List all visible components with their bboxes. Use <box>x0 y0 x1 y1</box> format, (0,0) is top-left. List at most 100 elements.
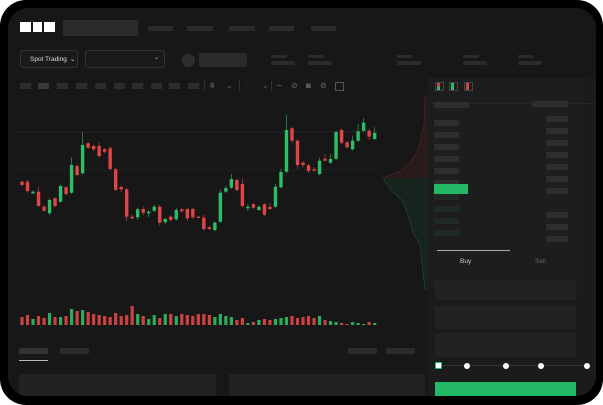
chevron-down-icon: ⌄ <box>153 55 159 61</box>
ask-price-row[interactable] <box>434 168 459 174</box>
candle <box>130 216 134 219</box>
candle <box>108 148 112 169</box>
ruler-icon[interactable]: ⊘ <box>291 81 298 90</box>
bid-price-row[interactable] <box>434 194 459 200</box>
stat-value <box>463 61 487 65</box>
slider-stop[interactable] <box>584 363 590 369</box>
order-amount-row[interactable] <box>546 164 568 170</box>
orderbook-bids-icon[interactable] <box>449 82 458 91</box>
okx-logo[interactable] <box>20 22 55 32</box>
volume-bar <box>268 320 272 325</box>
tab-buy[interactable]: Buy <box>460 258 472 265</box>
volume-bar <box>86 312 90 325</box>
candle <box>284 130 289 172</box>
bid-price-row[interactable] <box>434 218 459 224</box>
volume-bar <box>202 314 206 325</box>
candlestick-chart[interactable] <box>8 8 428 338</box>
volume-bar <box>141 316 145 325</box>
candle <box>174 210 178 220</box>
interval-button-active[interactable] <box>38 83 49 89</box>
order-amount-row[interactable] <box>546 224 568 230</box>
indicator-icon[interactable]: ⫶ <box>245 81 247 90</box>
volume-bar <box>58 317 63 325</box>
interval-button[interactable] <box>151 83 162 89</box>
interval-button[interactable] <box>57 83 68 89</box>
slider-stop[interactable] <box>503 363 509 369</box>
chevron-down-icon: ⌄ <box>69 56 76 63</box>
candle <box>152 206 156 211</box>
candle <box>196 216 201 218</box>
ask-price-row[interactable] <box>434 180 459 186</box>
candle <box>124 189 129 217</box>
chevron-down-icon[interactable]: ⌄ <box>262 81 269 90</box>
tab-sell[interactable]: Sell <box>535 258 546 265</box>
nav-item[interactable] <box>311 26 336 31</box>
ask-price-row[interactable] <box>434 132 459 138</box>
volume-bar <box>152 315 156 325</box>
order-amount-row[interactable] <box>546 236 568 242</box>
interval-button[interactable] <box>114 83 125 89</box>
slider-stop[interactable] <box>464 363 470 369</box>
candle-type-icon[interactable]: ⩩ <box>210 81 215 90</box>
bid-price-row[interactable] <box>434 206 459 212</box>
slider-handle[interactable] <box>435 362 442 369</box>
buy-submit-button[interactable] <box>435 382 576 396</box>
order-amount-row[interactable] <box>546 188 568 194</box>
nav-item[interactable] <box>229 26 255 31</box>
chevron-down-icon[interactable]: ⌄ <box>226 81 233 90</box>
price-input[interactable] <box>435 280 576 300</box>
interval-button[interactable] <box>169 83 180 89</box>
order-amount-row[interactable] <box>546 212 568 218</box>
candle <box>268 207 272 209</box>
interval-button[interactable] <box>188 83 199 89</box>
nav-item[interactable] <box>148 26 173 31</box>
ask-price-row[interactable] <box>434 144 459 150</box>
bid-price-row[interactable] <box>434 230 459 236</box>
candle <box>20 181 24 185</box>
volume-bar <box>147 319 151 325</box>
search-bar[interactable] <box>63 20 138 36</box>
order-amount-row[interactable] <box>546 140 568 146</box>
total-input[interactable] <box>435 333 576 357</box>
volume-bar <box>92 314 96 325</box>
assets-panel <box>229 374 425 396</box>
camera-icon[interactable]: ◙ <box>306 81 311 90</box>
candle <box>328 159 333 163</box>
amount-input[interactable] <box>435 306 576 329</box>
order-amount-row[interactable] <box>546 128 568 134</box>
slider-track[interactable] <box>438 365 588 366</box>
fullscreen-icon[interactable] <box>335 82 344 91</box>
candle <box>235 180 239 190</box>
volume-bar <box>31 319 35 325</box>
settings-icon[interactable]: ⊚ <box>320 81 327 90</box>
interval-button[interactable] <box>95 83 106 89</box>
pair-select[interactable]: ⌄ <box>85 50 165 68</box>
orderbook-asks-icon[interactable] <box>464 82 473 91</box>
nav-item[interactable] <box>269 26 294 31</box>
tab-order-history[interactable] <box>60 348 89 354</box>
volume-bar <box>312 318 316 325</box>
tab-open-orders[interactable] <box>19 348 48 354</box>
divider <box>428 103 596 104</box>
order-amount-row[interactable] <box>546 176 568 182</box>
line-tool-icon[interactable]: ∼ <box>276 81 283 90</box>
slider-stop[interactable] <box>538 363 544 369</box>
orderbook-both-icon[interactable] <box>435 82 444 91</box>
order-amount-row[interactable] <box>546 116 568 122</box>
candle <box>257 206 261 210</box>
interval-button[interactable] <box>76 83 87 89</box>
filter-button[interactable] <box>386 348 415 354</box>
ask-price-row[interactable] <box>434 120 459 126</box>
nav-item[interactable] <box>187 26 213 31</box>
volume-bar <box>130 306 134 325</box>
interval-button[interactable] <box>20 83 31 89</box>
candle <box>323 158 327 161</box>
stat-value <box>397 61 421 65</box>
ask-price-row[interactable] <box>434 156 459 162</box>
candle <box>306 165 311 171</box>
market-type-select[interactable]: Spot Trading ⌄ <box>20 50 78 68</box>
volume-bar <box>119 316 123 325</box>
interval-button[interactable] <box>132 83 143 89</box>
order-amount-row[interactable] <box>546 152 568 158</box>
filter-button[interactable] <box>348 348 377 354</box>
